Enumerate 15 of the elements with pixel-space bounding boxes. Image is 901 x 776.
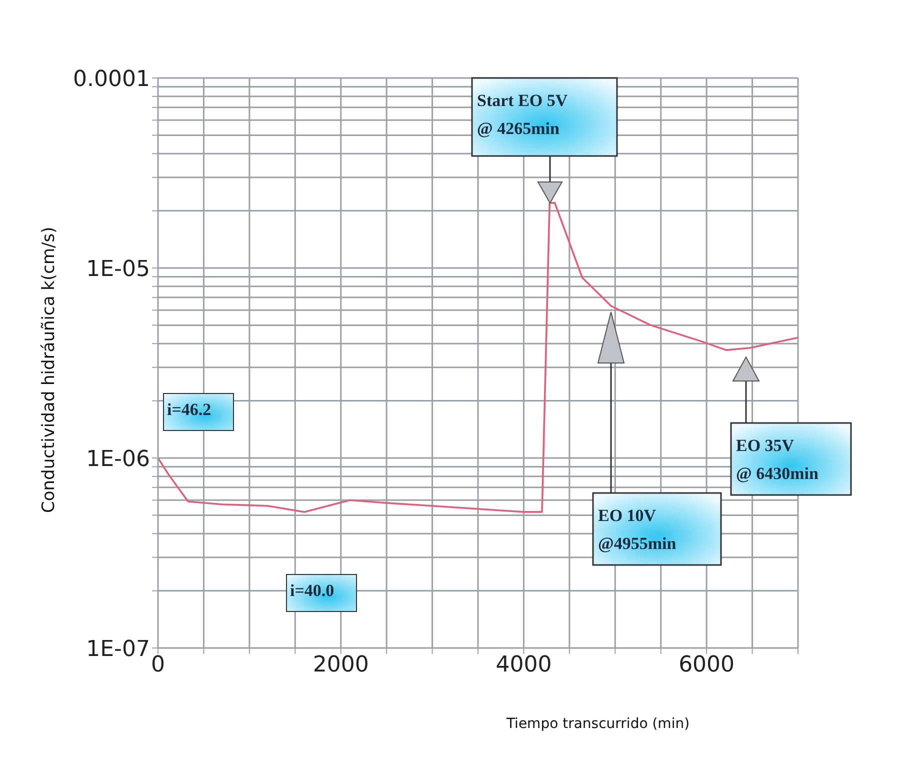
annotation: EO 35V @ 6430min — [736, 436, 819, 483]
y-tick-label: 1E-05 — [86, 256, 150, 282]
x-tick-label: 6000 — [678, 652, 735, 678]
annotation: i=40.0 — [286, 574, 358, 612]
x-tick-label: 4000 — [496, 652, 552, 678]
annotation: Start EO 5V @ 4265min — [477, 91, 568, 138]
y-tick-label: 0.0001 — [73, 66, 150, 92]
x-axis-title: Tiempo transcurrido (min) — [505, 716, 690, 732]
x-tick-label: 2000 — [312, 652, 369, 678]
y-axis-title: Conductividad hidráuñica k(cm/s) — [39, 226, 60, 513]
x-tick-label: 0 — [151, 652, 165, 678]
annotation: i=46.2 — [163, 393, 234, 431]
annotation: EO 10V @4955min — [598, 506, 677, 553]
y-tick-label: 1E-06 — [86, 446, 150, 472]
y-tick-label: 1E-07 — [86, 636, 150, 662]
